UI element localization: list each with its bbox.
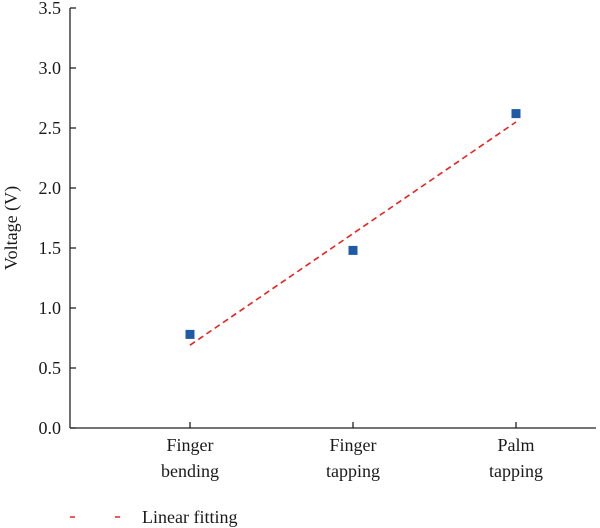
y-tick-label: 0.0 — [39, 418, 62, 438]
y-tick-label: 1.5 — [39, 238, 62, 258]
y-axis: 0.0 0.5 1.0 1.5 2.0 2.5 3.0 3.5 — [39, 0, 76, 438]
x-tick-label: Palm tapping — [489, 435, 543, 481]
y-tick-label: 2.5 — [39, 118, 62, 138]
data-point — [348, 245, 358, 255]
y-tick-label: 0.5 — [39, 358, 62, 378]
x-axis: Finger bending Finger tapping Palm tapping — [161, 422, 543, 481]
legend-linear-fitting-label: Linear fitting — [142, 507, 237, 527]
linear-fit-layer — [189, 121, 517, 346]
x-tick-label: Finger bending — [161, 435, 219, 481]
linear-fit-line — [189, 121, 517, 346]
y-tick-label: 2.0 — [39, 178, 62, 198]
y-tick-label: 3.0 — [39, 58, 62, 78]
y-axis-title: Voltage (V) — [1, 186, 22, 270]
plot-area — [69, 8, 596, 429]
legend: Linear fitting — [70, 507, 237, 527]
y-tick-label: 1.0 — [39, 298, 62, 318]
data-point — [185, 329, 195, 339]
data-point — [511, 109, 521, 119]
y-tick-label: 3.5 — [39, 0, 62, 18]
x-tick-label: Finger tapping — [326, 435, 380, 481]
data-points-layer — [185, 109, 521, 339]
